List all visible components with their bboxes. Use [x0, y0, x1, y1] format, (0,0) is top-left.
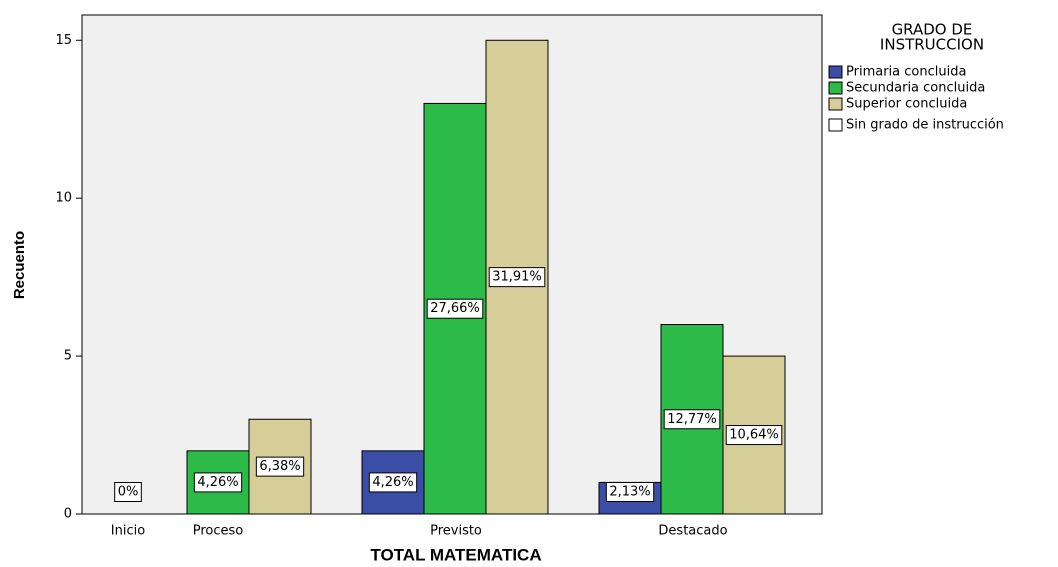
value-label-box: [725, 425, 783, 446]
value-label: 12,77%: [667, 412, 717, 427]
value-label-box: [114, 482, 142, 502]
x-tick-label: Inicio: [111, 524, 145, 539]
y-tick-label: 5: [64, 349, 72, 364]
x-tick-label: Previsto: [430, 524, 482, 539]
legend-label: Sin grado de instrucción: [846, 118, 1004, 133]
x-axis-title: TOTAL MATEMATICA: [370, 545, 541, 564]
value-label: 6,38%: [259, 459, 300, 474]
y-tick-label: 15: [55, 33, 72, 48]
value-label-box: [488, 267, 546, 288]
legend-label: Superior concluida: [846, 97, 967, 112]
value-label-box: [193, 472, 243, 493]
y-tick-label: 0: [64, 507, 72, 522]
value-label-box: [605, 482, 655, 502]
value-label: 31,91%: [492, 270, 542, 285]
legend-swatch: [828, 118, 843, 132]
value-label-box: [426, 298, 484, 319]
x-tick-label: Destacado: [658, 524, 727, 539]
legend-title: GRADO DE: [892, 21, 973, 39]
value-label: 0%: [118, 485, 139, 500]
legend-swatch: [828, 81, 843, 95]
value-label: 2,13%: [609, 485, 650, 500]
x-tick-label: Proceso: [193, 524, 244, 539]
value-label: 27,66%: [430, 301, 480, 316]
value-label-box: [368, 472, 418, 493]
value-label-box: [663, 409, 721, 430]
legend-swatch: [828, 97, 843, 111]
legend-title: INSTRUCCION: [880, 36, 984, 54]
value-label: 4,26%: [197, 475, 238, 490]
legend-label: Primaria concluida: [846, 65, 966, 80]
legend-label: Secundaria concluida: [846, 81, 985, 96]
value-label: 4,26%: [372, 475, 413, 490]
y-axis-title: Recuento: [11, 231, 28, 299]
legend-swatch: [828, 65, 843, 79]
value-label-box: [255, 456, 305, 477]
y-tick-label: 10: [55, 191, 72, 206]
value-label: 10,64%: [729, 428, 779, 443]
